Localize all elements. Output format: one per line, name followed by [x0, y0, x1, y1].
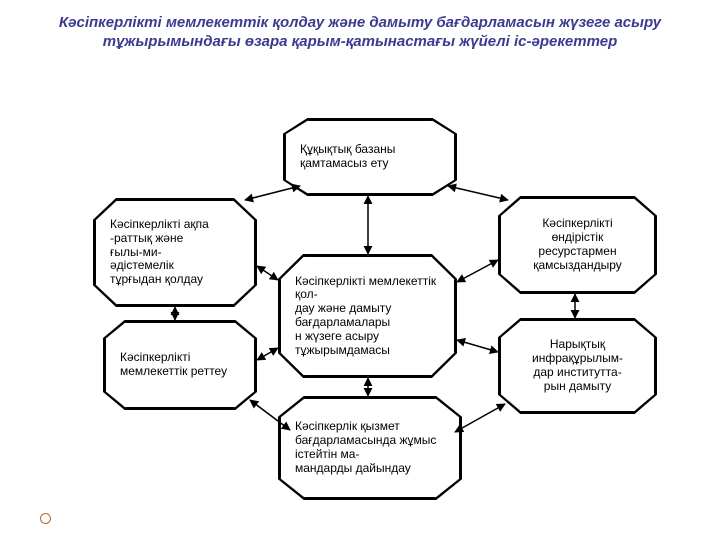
page-root: Кәсіпкерлікті мемлекеттік қолдау және да…: [0, 0, 720, 540]
page-title: Кәсіпкерлікті мемлекеттік қолдау және да…: [40, 14, 680, 52]
node-right2: Нарықтық инфрақұрылым- дар институтта- р…: [500, 320, 655, 412]
node-bottom: Кәсіпкерлік қызмет бағдарламасында жұмыс…: [280, 398, 460, 498]
node-bottom-label: Кәсіпкерлік қызмет бағдарламасында жұмыс…: [295, 420, 445, 475]
node-center-label: Кәсіпкерлікті мемлекеттік қол- дау және …: [295, 275, 440, 358]
node-left1: Кәсіпкерлікті ақпа -раттық және ғылы-ми-…: [95, 200, 255, 305]
node-top-label: Құқықтық базаны қамтамасыз ету: [300, 143, 440, 171]
node-right2-label: Нарықтық инфрақұрылым- дар институтта- р…: [515, 338, 640, 393]
node-right1: Кәсіпкерлікті өндiрістiк ресурстармен қа…: [500, 198, 655, 292]
slide-bullet-icon: [40, 513, 51, 524]
node-center: Кәсіпкерлікті мемлекеттік қол- дау және …: [280, 256, 455, 376]
node-left1-label: Кәсіпкерлікті ақпа -раттық және ғылы-ми-…: [110, 218, 240, 287]
node-top: Құқықтық базаны қамтамасыз ету: [285, 120, 455, 194]
node-right1-label: Кәсіпкерлікті өндiрістiк ресурстармен қа…: [515, 217, 640, 272]
node-left2-label: Кәсіпкерлікті мемлекеттік реттеу: [120, 351, 240, 379]
node-left2: Кәсіпкерлікті мемлекеттік реттеу: [105, 322, 255, 408]
